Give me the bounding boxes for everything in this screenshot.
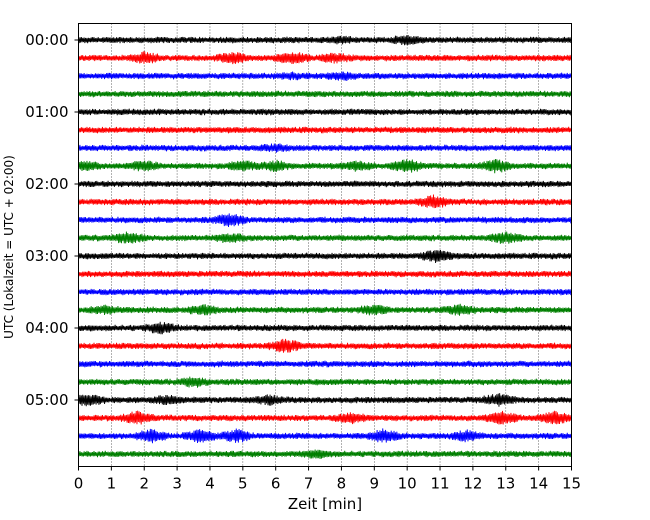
x-tick-label: 3: [172, 475, 182, 493]
trace-0030: [78, 71, 572, 81]
trace-0545: [78, 449, 572, 459]
trace-0015: [78, 51, 572, 65]
trace-0400: [78, 321, 572, 335]
plot-frame: [78, 23, 572, 467]
x-axis-label: Zeit [min]: [288, 495, 362, 513]
trace-0230: [78, 213, 572, 227]
y-tick-label: 05:00: [25, 391, 68, 409]
y-tick-label: 04:00: [25, 319, 68, 337]
trace-0500: [78, 393, 572, 407]
trace-0145: [78, 158, 572, 174]
y-axis-label: UTC (Lokalzeit = UTC + 02:00): [2, 155, 16, 339]
trace-0045: [78, 90, 572, 98]
trace-0430: [78, 360, 572, 368]
x-tick-label: 13: [496, 475, 515, 493]
y-tick-label: 02:00: [25, 175, 68, 193]
x-tick-label: 4: [205, 475, 215, 493]
trace-0330: [78, 288, 572, 296]
seismogram-traces: [78, 35, 572, 459]
x-tick-label: 12: [463, 475, 482, 493]
x-tick-label: 8: [337, 475, 347, 493]
x-tick-label: 7: [304, 475, 314, 493]
trace-0415: [78, 338, 572, 353]
trace-0100: [78, 108, 572, 116]
x-tick-label: 5: [238, 475, 248, 493]
trace-0345: [78, 303, 572, 316]
y-tick-label: 01:00: [25, 103, 68, 121]
trace-0215: [78, 194, 572, 209]
trace-0315: [78, 270, 572, 278]
trace-0515: [78, 410, 572, 425]
x-tick-label: 2: [139, 475, 149, 493]
x-axis-ticks: 0 1 2 3 4 5 6 7 8 9 10 11 12 13 14 15: [74, 466, 581, 493]
x-tick-label: 11: [430, 475, 449, 493]
x-tick-label: 10: [398, 475, 417, 493]
x-tick-label: 14: [529, 475, 548, 493]
x-tick-label: 1: [107, 475, 117, 493]
trace-0530: [78, 428, 572, 444]
y-tick-label: 00:00: [25, 31, 68, 49]
x-tick-label: 9: [370, 475, 380, 493]
trace-0115: [78, 126, 572, 134]
trace-0445: [78, 376, 572, 388]
trace-0245: [78, 231, 572, 244]
x-tick-label: 0: [74, 475, 84, 493]
trace-0000: [78, 35, 572, 46]
y-tick-label: 03:00: [25, 247, 68, 265]
y-axis-ticks: 00:00 01:00 02:00 03:00 04:00 05:00: [25, 31, 79, 409]
x-tick-label: 15: [562, 475, 581, 493]
trace-0300: [78, 249, 572, 264]
x-tick-label: 6: [271, 475, 281, 493]
trace-0130: [78, 143, 572, 153]
trace-0200: [78, 180, 572, 188]
